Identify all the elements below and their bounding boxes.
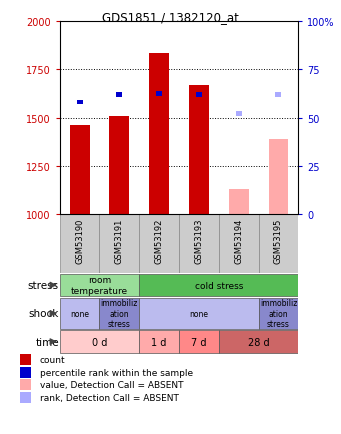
Text: GSM53191: GSM53191 xyxy=(115,218,124,263)
Text: none: none xyxy=(70,309,89,318)
Bar xyxy=(219,215,258,273)
Bar xyxy=(179,215,219,273)
Bar xyxy=(70,126,89,215)
Bar xyxy=(179,330,219,353)
Text: value, Detection Call = ABSENT: value, Detection Call = ABSENT xyxy=(40,380,183,389)
Text: 1 d: 1 d xyxy=(151,337,167,347)
Bar xyxy=(139,274,298,297)
Bar xyxy=(276,93,281,98)
Bar xyxy=(156,92,162,96)
Text: cold stress: cold stress xyxy=(195,281,243,290)
Text: time: time xyxy=(35,337,59,347)
Text: none: none xyxy=(189,309,208,318)
Bar xyxy=(20,367,31,378)
Text: immobiliz
ation
stress: immobiliz ation stress xyxy=(260,299,297,329)
Text: stress: stress xyxy=(28,280,59,290)
Bar xyxy=(60,215,100,273)
Bar xyxy=(60,330,139,353)
Text: count: count xyxy=(40,355,65,364)
Bar xyxy=(258,298,298,329)
Text: shock: shock xyxy=(29,309,59,319)
Bar xyxy=(189,85,209,215)
Bar xyxy=(20,379,31,390)
Bar xyxy=(196,93,202,98)
Bar xyxy=(269,139,288,215)
Text: 7 d: 7 d xyxy=(191,337,207,347)
Text: percentile rank within the sample: percentile rank within the sample xyxy=(40,368,193,377)
Bar xyxy=(20,354,31,365)
Text: immobiliz
ation
stress: immobiliz ation stress xyxy=(101,299,138,329)
Bar xyxy=(116,93,122,98)
Bar xyxy=(109,116,129,215)
Text: 0 d: 0 d xyxy=(92,337,107,347)
Bar xyxy=(236,112,242,117)
Bar xyxy=(229,190,249,215)
Text: room
temperature: room temperature xyxy=(71,276,128,295)
Text: GSM53193: GSM53193 xyxy=(194,218,204,263)
Bar xyxy=(139,330,179,353)
Bar xyxy=(100,215,139,273)
Bar xyxy=(139,215,179,273)
Bar xyxy=(20,391,31,403)
Bar xyxy=(219,330,298,353)
Text: GSM53195: GSM53195 xyxy=(274,218,283,263)
Text: GSM53190: GSM53190 xyxy=(75,218,84,263)
Bar xyxy=(149,53,169,215)
Text: rank, Detection Call = ABSENT: rank, Detection Call = ABSENT xyxy=(40,393,178,401)
Bar xyxy=(60,298,100,329)
Bar xyxy=(258,215,298,273)
Bar xyxy=(77,100,83,105)
Bar xyxy=(60,274,139,297)
Text: GSM53194: GSM53194 xyxy=(234,218,243,263)
Text: 28 d: 28 d xyxy=(248,337,269,347)
Text: GDS1851 / 1382120_at: GDS1851 / 1382120_at xyxy=(102,11,239,24)
Bar xyxy=(139,298,258,329)
Text: GSM53192: GSM53192 xyxy=(154,218,164,263)
Bar xyxy=(100,298,139,329)
